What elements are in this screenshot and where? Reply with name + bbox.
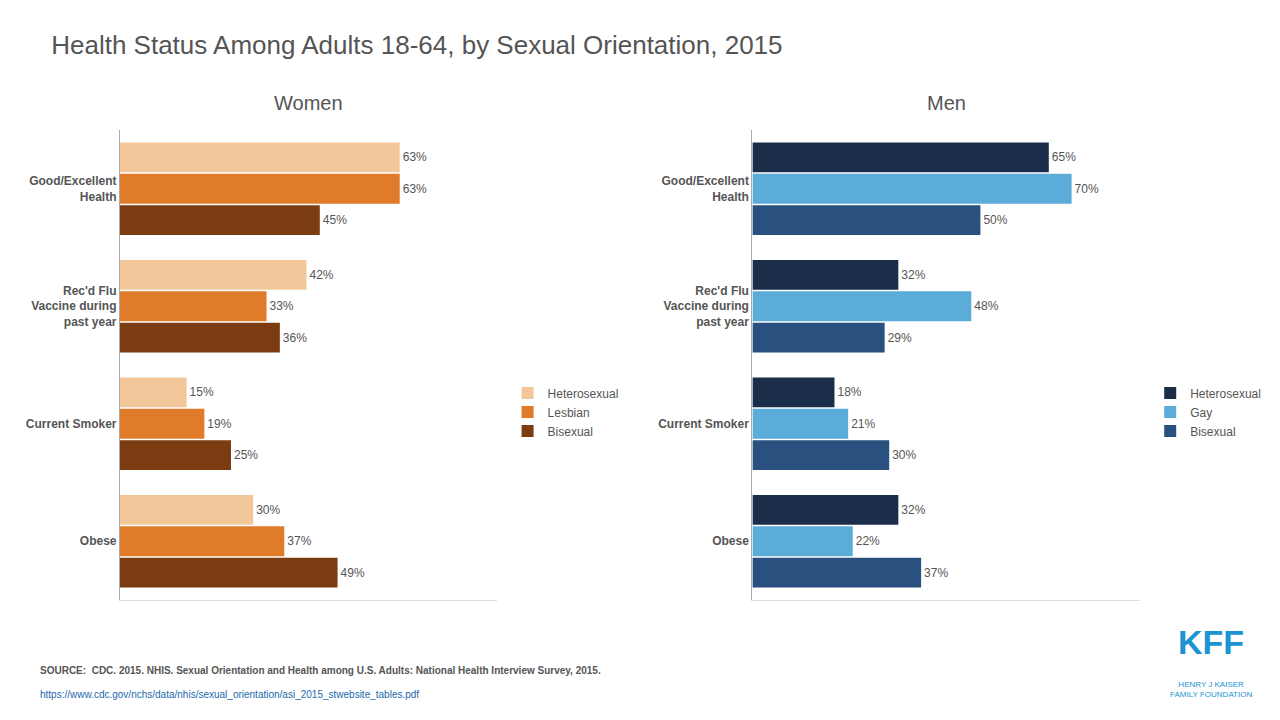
svg-text:19%: 19%	[207, 417, 231, 431]
svg-text:Current Smoker: Current Smoker	[26, 417, 117, 431]
svg-text:Current Smoker: Current Smoker	[658, 417, 749, 431]
svg-text:49%: 49%	[341, 566, 365, 580]
svg-text:HENRY J KAISERFAMILY FOUNDATIO: HENRY J KAISERFAMILY FOUNDATION	[1170, 680, 1252, 699]
svg-text:Women: Women	[274, 92, 343, 114]
svg-text:63%: 63%	[403, 182, 427, 196]
svg-text:21%: 21%	[851, 417, 875, 431]
svg-text:42%: 42%	[309, 268, 333, 282]
svg-text:Heterosexual: Heterosexual	[548, 387, 619, 401]
svg-text:Men: Men	[927, 92, 966, 114]
svg-text:Lesbian: Lesbian	[548, 406, 590, 420]
svg-text:33%: 33%	[270, 299, 294, 313]
svg-text:KFF: KFF	[1178, 623, 1244, 661]
svg-text:Gay: Gay	[1190, 406, 1212, 420]
svg-text:SOURCE: CDC. 2015. NHIS. Sexu: SOURCE: CDC. 2015. NHIS. Sexual Orientat…	[40, 665, 601, 676]
svg-text:Rec'd FluVaccine duringpast ye: Rec'd FluVaccine duringpast year	[664, 284, 750, 329]
svg-text:30%: 30%	[892, 448, 916, 462]
svg-text:Good/ExcellentHealth: Good/ExcellentHealth	[662, 174, 749, 204]
svg-text:https://www.cdc.gov/nchs/data/: https://www.cdc.gov/nchs/data/nhis/sexua…	[40, 689, 419, 700]
svg-text:36%: 36%	[283, 331, 307, 345]
svg-text:Obese: Obese	[80, 534, 117, 548]
svg-text:Heterosexual: Heterosexual	[1190, 387, 1261, 401]
svg-text:29%: 29%	[888, 331, 912, 345]
svg-text:25%: 25%	[234, 448, 258, 462]
svg-text:32%: 32%	[901, 268, 925, 282]
svg-text:Bisexual: Bisexual	[548, 425, 593, 439]
svg-text:37%: 37%	[287, 534, 311, 548]
svg-text:22%: 22%	[856, 534, 880, 548]
svg-text:18%: 18%	[837, 385, 861, 399]
svg-text:Obese: Obese	[712, 534, 749, 548]
svg-text:Bisexual: Bisexual	[1190, 425, 1235, 439]
svg-text:32%: 32%	[901, 503, 925, 517]
svg-text:Rec'd FluVaccine duringpast ye: Rec'd FluVaccine duringpast year	[31, 284, 117, 329]
svg-text:63%: 63%	[403, 150, 427, 164]
svg-text:65%: 65%	[1052, 150, 1076, 164]
svg-text:37%: 37%	[924, 566, 948, 580]
svg-text:15%: 15%	[190, 385, 214, 399]
svg-text:48%: 48%	[974, 299, 998, 313]
svg-text:70%: 70%	[1075, 182, 1099, 196]
svg-text:45%: 45%	[323, 213, 347, 227]
svg-text:30%: 30%	[256, 503, 280, 517]
svg-text:50%: 50%	[983, 213, 1007, 227]
svg-text:Health Status Among Adults 18-: Health Status Among Adults 18-64, by Sex…	[51, 30, 782, 60]
svg-text:Good/ExcellentHealth: Good/ExcellentHealth	[29, 174, 116, 204]
